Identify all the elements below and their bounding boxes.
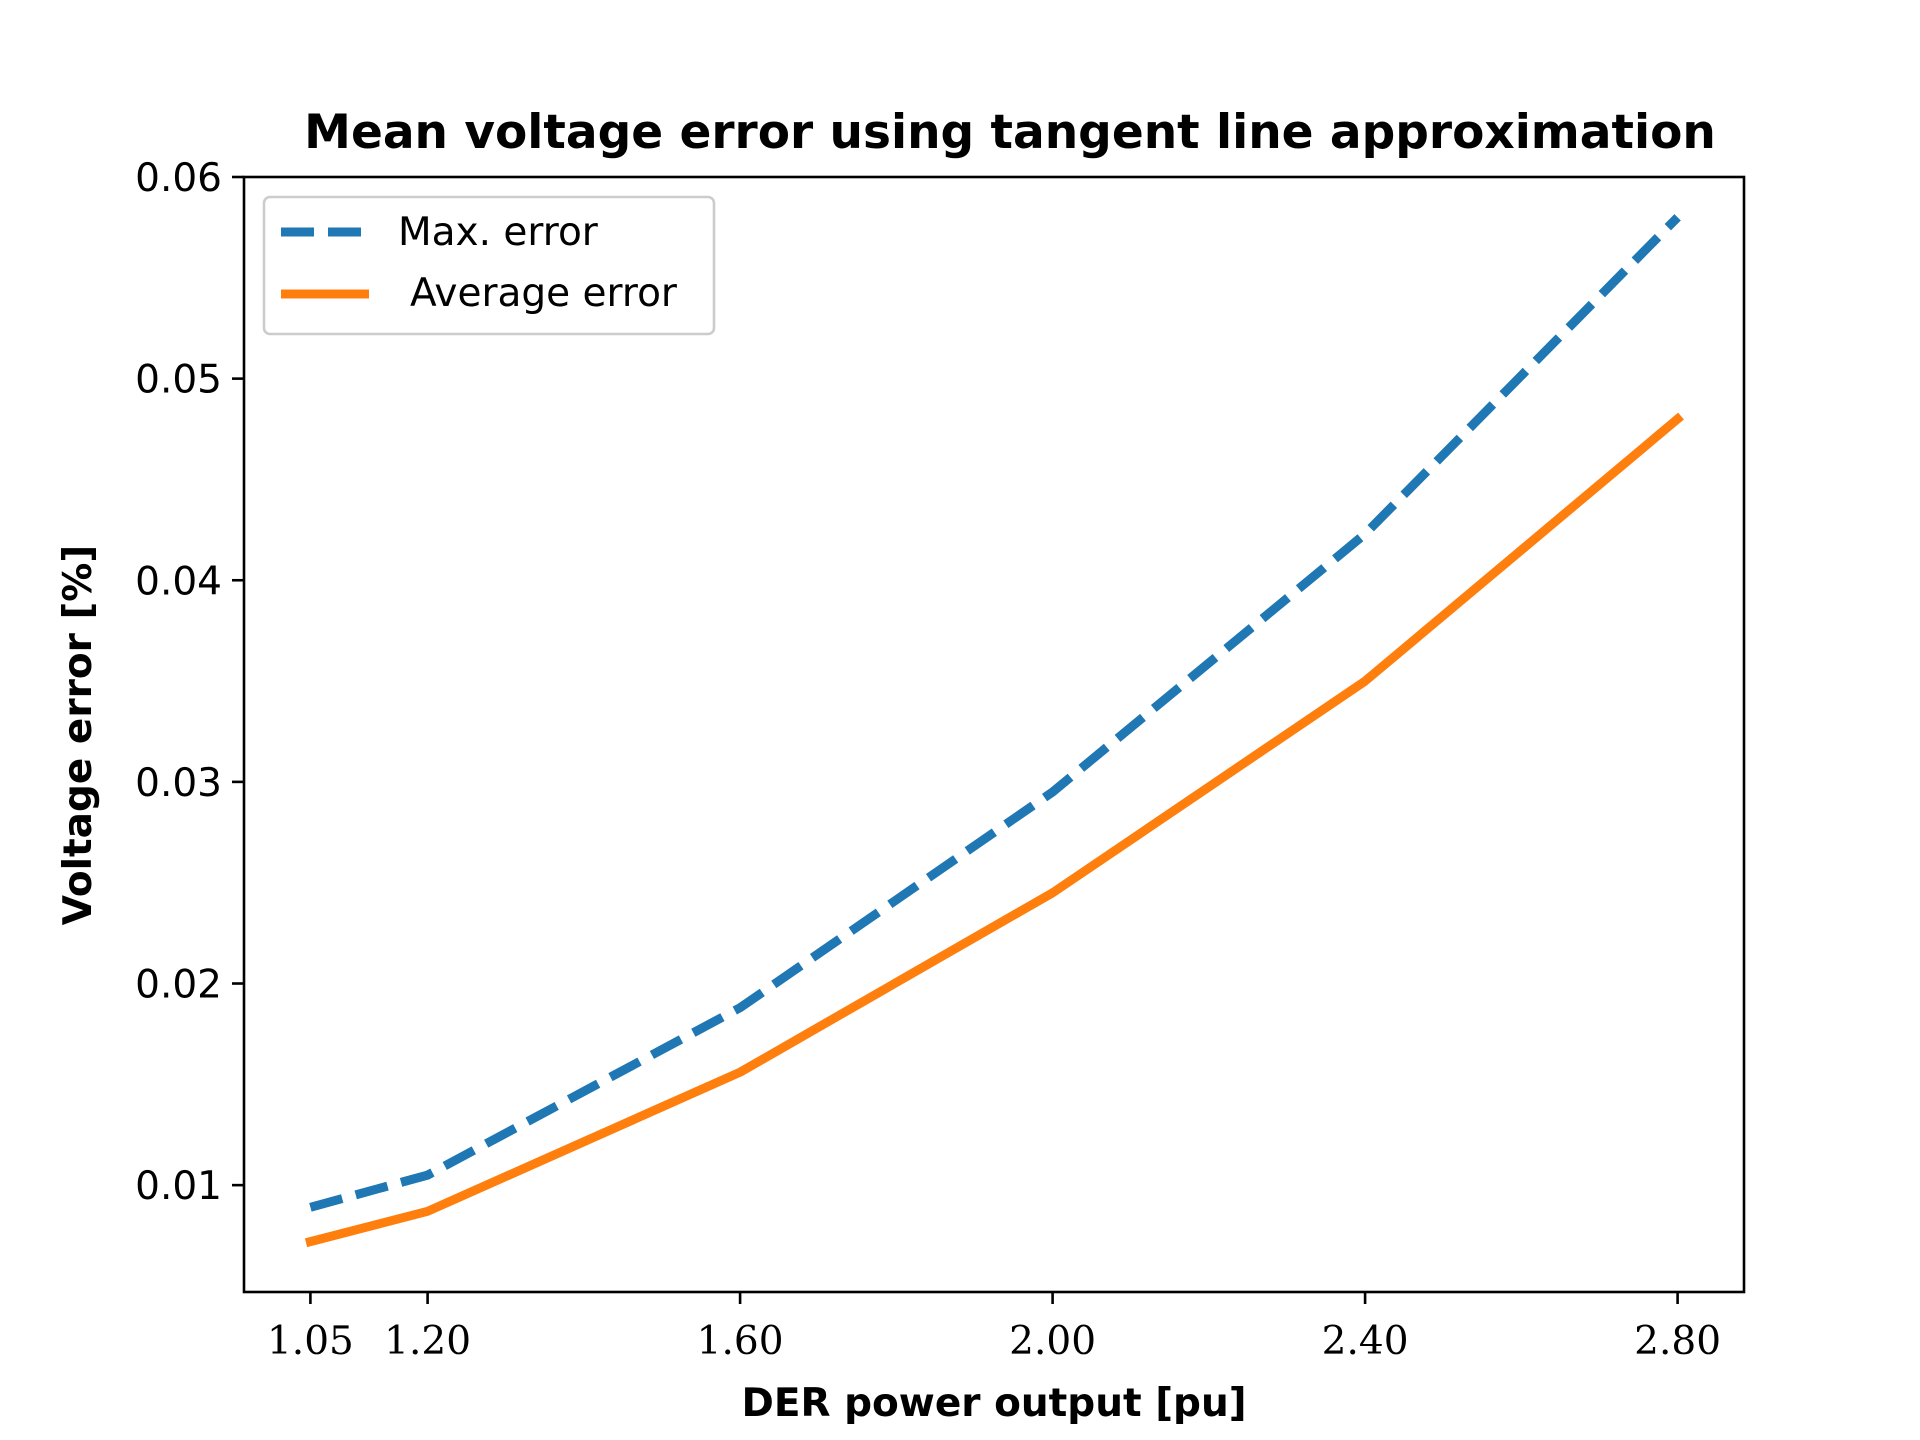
x-axis-title: DER power output [pu]: [741, 1381, 1246, 1426]
y-axis: 0.01 0.02 0.03 0.04 0.05 0.06: [135, 156, 244, 1209]
series-line-max-error: [309, 214, 1681, 1212]
x-tick-label: 2.80: [1634, 1319, 1721, 1364]
y-axis-title: Voltage error [%]: [56, 545, 101, 925]
y-tick-label: 0.02: [135, 963, 222, 1008]
y-tick-label: 0.06: [135, 156, 222, 201]
x-axis: 1.05 1.20 1.60 2.00 2.40 2.80: [267, 1292, 1721, 1364]
y-tick-label: 0.03: [135, 761, 222, 806]
legend-box: [262, 195, 716, 336]
y-tick-label: 0.01: [135, 1164, 222, 1209]
series-line-average-error: [304, 412, 1684, 1248]
x-tick-label: 1.60: [697, 1319, 784, 1364]
plot-frame: [242, 175, 1746, 1294]
legend-label-average-error: Average error: [410, 271, 678, 316]
legend: Max. error Average error: [262, 195, 716, 336]
x-tick-label: 1.20: [384, 1319, 471, 1364]
chart-title: Mean voltage error using tangent line ap…: [304, 105, 1716, 160]
plot-lines: [304, 214, 1684, 1248]
y-tick-label: 0.04: [135, 559, 222, 604]
legend-label-max-error: Max. error: [398, 210, 599, 255]
x-tick-label: 2.00: [1009, 1319, 1096, 1364]
y-tick-label: 0.05: [135, 358, 222, 403]
x-tick-label: 1.05: [267, 1319, 354, 1364]
x-tick-label: 2.40: [1322, 1319, 1409, 1364]
